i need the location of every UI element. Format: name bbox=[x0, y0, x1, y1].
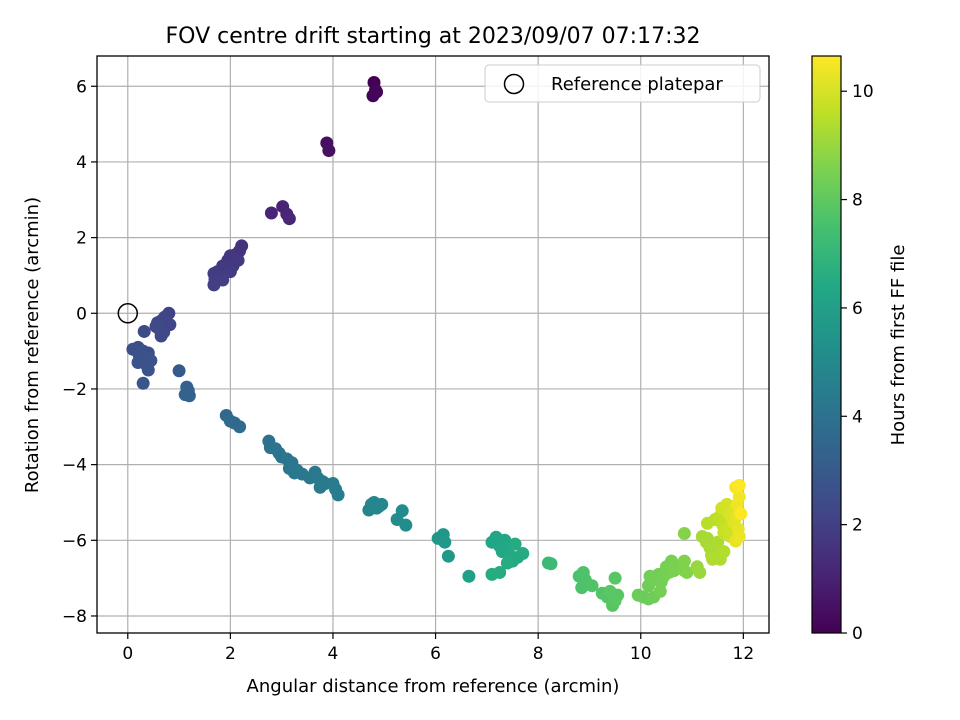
reference-point-marker bbox=[117, 303, 139, 324]
colorbar-tick-label: 6 bbox=[852, 299, 863, 319]
scatter-point bbox=[282, 212, 296, 226]
x-axis-ticks: 0 2 4 6 8 10 12 bbox=[122, 633, 754, 664]
colorbar-frame bbox=[811, 55, 842, 634]
scatter-point bbox=[732, 530, 746, 544]
legend-entry-label: Reference platepar bbox=[551, 74, 723, 95]
x-tick-label: 8 bbox=[533, 644, 544, 664]
y-tick-label: −2 bbox=[62, 380, 87, 400]
scatter-point bbox=[516, 547, 530, 561]
legend: Reference platepar bbox=[484, 64, 761, 103]
colorbar-tick-label: 4 bbox=[852, 407, 863, 427]
colorbar: 0 2 4 6 8 10 Hours from first FF file bbox=[811, 55, 909, 644]
scatter-point bbox=[508, 537, 522, 551]
scatter-point bbox=[693, 565, 707, 579]
scatter-point bbox=[732, 478, 746, 492]
scatter-point bbox=[734, 507, 748, 521]
x-tick-label: 12 bbox=[733, 644, 755, 664]
colorbar-fill bbox=[812, 56, 841, 633]
scatter-point bbox=[441, 549, 455, 563]
y-tick-label: −4 bbox=[62, 456, 87, 476]
colorbar-tick-label: 8 bbox=[852, 191, 863, 211]
scatter-point bbox=[141, 363, 155, 377]
scatter-point bbox=[653, 584, 667, 598]
plot-background bbox=[97, 56, 769, 633]
scatter-point bbox=[207, 278, 221, 292]
scatter-point bbox=[264, 206, 278, 220]
scatter-point bbox=[575, 581, 589, 595]
colorbar-label: Hours from first FF file bbox=[888, 245, 909, 446]
scatter-point bbox=[462, 569, 476, 583]
colorbar-tick-label: 2 bbox=[852, 516, 863, 536]
legend-box bbox=[484, 64, 761, 103]
scatter-point bbox=[544, 557, 558, 571]
scatter-points bbox=[126, 75, 748, 612]
scatter-point bbox=[399, 518, 413, 532]
scatter-point bbox=[172, 364, 186, 378]
colorbar-ticks: 0 2 4 6 8 10 bbox=[841, 82, 874, 644]
scatter-point bbox=[500, 556, 514, 570]
chart-title: FOV centre drift starting at 2023/09/07 … bbox=[166, 24, 701, 49]
scatter-point bbox=[182, 389, 196, 403]
scatter-point bbox=[493, 565, 507, 579]
scatter-point bbox=[136, 376, 150, 390]
scatter-point bbox=[585, 579, 599, 593]
scatter-point bbox=[322, 144, 336, 158]
y-tick-label: 0 bbox=[76, 304, 87, 324]
plot-frame bbox=[96, 55, 770, 634]
scatter-point bbox=[680, 565, 694, 579]
plot-area bbox=[96, 55, 770, 634]
scatter-point bbox=[717, 545, 731, 559]
scatter-point bbox=[677, 554, 691, 568]
scatter-point bbox=[370, 501, 384, 515]
x-tick-label: 0 bbox=[122, 644, 133, 664]
x-tick-label: 10 bbox=[630, 644, 652, 664]
y-tick-label: 2 bbox=[76, 229, 87, 249]
scatter-point bbox=[608, 594, 622, 608]
scatter-point bbox=[287, 466, 301, 480]
legend-marker bbox=[503, 73, 525, 95]
y-tick-label: 6 bbox=[76, 77, 87, 97]
colorbar-tick-label: 0 bbox=[852, 624, 863, 644]
x-tick-label: 4 bbox=[328, 644, 339, 664]
colorbar-tick-label: 10 bbox=[852, 82, 874, 102]
scatter-point bbox=[223, 265, 237, 279]
y-tick-label: −8 bbox=[62, 607, 87, 627]
y-axis-ticks: −8 −6 −4 −2 0 2 4 6 bbox=[62, 77, 97, 627]
scatter-point bbox=[395, 504, 409, 518]
scatter-point bbox=[438, 535, 452, 549]
scatter-point bbox=[677, 526, 691, 540]
y-tick-label: 4 bbox=[76, 153, 87, 173]
scatter-point bbox=[149, 320, 163, 334]
x-axis-label: Angular distance from reference (arcmin) bbox=[247, 676, 620, 697]
scatter-point bbox=[711, 535, 725, 549]
scatter-point bbox=[233, 420, 247, 434]
y-tick-label: −6 bbox=[62, 531, 87, 551]
x-tick-label: 6 bbox=[430, 644, 441, 664]
scatter-point bbox=[608, 571, 622, 585]
x-tick-label: 2 bbox=[225, 644, 236, 664]
scatter-point bbox=[331, 488, 345, 502]
scatter-point bbox=[137, 324, 151, 338]
scatter-point bbox=[370, 85, 384, 99]
y-axis-label: Rotation from reference (arcmin) bbox=[22, 197, 43, 493]
